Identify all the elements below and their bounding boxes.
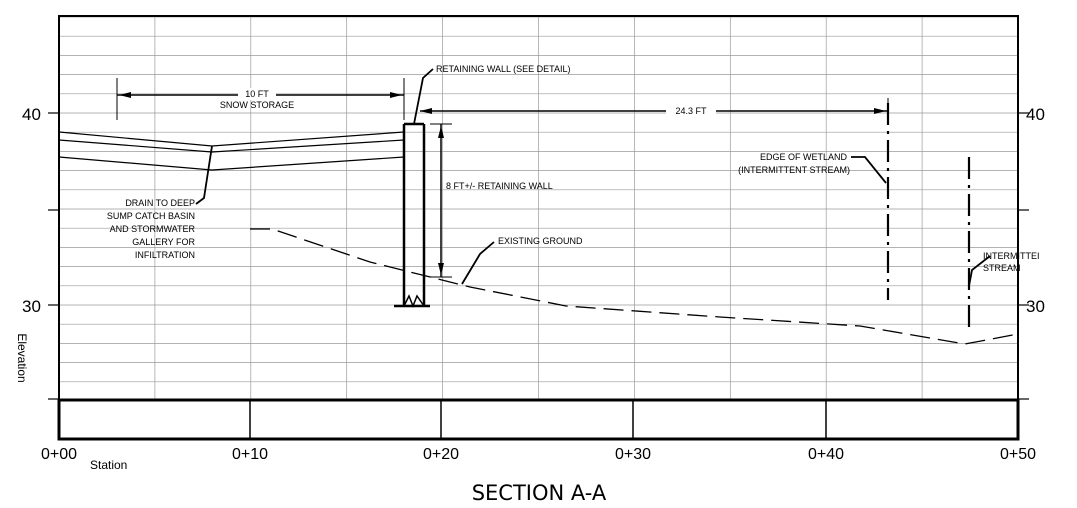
retaining-wall-leader (413, 68, 434, 125)
station-label-50: 0+50 (1000, 446, 1036, 463)
wetland-dimension (420, 98, 889, 124)
existing-ground-label: EXISTING GROUND (498, 236, 583, 246)
snow-storage-label: SNOW STORAGE (220, 100, 294, 110)
intermittent-stream-label-1: INTERMITTEI (983, 251, 1040, 261)
elevation-label-right-30: 30 (1026, 297, 1045, 316)
existing-ground-leader (461, 241, 495, 285)
drain-label-1: DRAIN TO DEEP (125, 198, 195, 208)
drain-label-4: GALLERY FOR (132, 237, 195, 247)
intermittent-stream-leader (968, 255, 991, 287)
drain-label-5: INFILTRATION (135, 250, 195, 260)
station-label-30: 0+30 (615, 446, 651, 463)
elevation-label-left-30: 30 (22, 297, 41, 316)
retaining-wall-label: RETAINING WALL (SEE DETAIL) (436, 64, 571, 74)
snow-storage-dim-text: 10 FT (245, 89, 269, 99)
base-band-dividers (249, 400, 827, 439)
wetland-dim-text: 24.3 FT (675, 106, 707, 116)
elevation-tick-marks (48, 112, 1029, 400)
station-label-0: 0+00 (41, 446, 77, 463)
station-label-20: 0+20 (423, 446, 459, 463)
existing-ground-line (250, 228, 1019, 345)
edge-of-wetland-label-1: EDGE OF WETLAND (760, 152, 848, 162)
base-band (57, 398, 1020, 441)
elevation-label-right-40: 40 (1026, 105, 1045, 124)
grid (59, 16, 1018, 400)
edge-of-wetland-leader (851, 156, 887, 184)
x-axis-title: Station (90, 458, 127, 472)
wall-height-label: 8 FT+/- RETAINING WALL (446, 181, 553, 191)
drain-label-3: AND STORMWATER (110, 224, 196, 234)
wall-height-dimension (430, 123, 452, 278)
station-label-10: 0+10 (232, 446, 268, 463)
pavement-lines (58, 131, 405, 171)
drain-label-2: SUMP CATCH BASIN (107, 211, 195, 221)
station-label-40: 0+40 (808, 446, 844, 463)
elevation-label-left-40: 40 (22, 105, 41, 124)
wetland-dim-bg (666, 105, 716, 117)
edge-of-wetland-label-2: (INTERMITTENT STREAM) (738, 165, 850, 175)
intermittent-stream-label-2: STREAM (983, 263, 1021, 273)
drain-leader (195, 145, 213, 205)
y-axis-title: Elevation (15, 333, 29, 382)
section-title: SECTION A-A (472, 481, 607, 505)
snow-storage-dim-bg (238, 88, 276, 100)
